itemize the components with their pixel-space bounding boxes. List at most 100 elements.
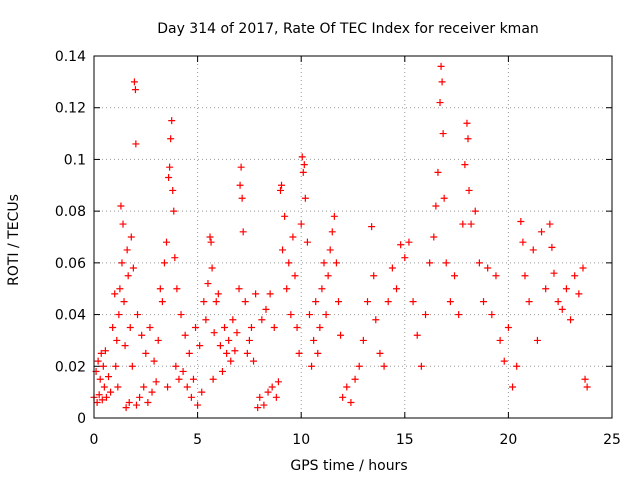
data-point <box>160 259 168 267</box>
data-point <box>241 298 249 306</box>
data-point <box>129 264 137 272</box>
data-point <box>308 362 316 370</box>
data-point <box>459 220 467 228</box>
data-point <box>529 246 537 254</box>
data-point <box>250 357 258 365</box>
data-point <box>295 349 303 357</box>
data-point <box>409 298 417 306</box>
data-point <box>111 290 119 298</box>
data-point <box>185 349 193 357</box>
data-point <box>525 298 533 306</box>
data-point <box>173 285 181 293</box>
data-point <box>196 342 204 350</box>
data-point <box>405 238 413 246</box>
data-point <box>132 140 140 148</box>
data-point <box>298 153 306 161</box>
data-point <box>558 305 566 313</box>
data-point <box>243 349 251 357</box>
data-point <box>165 174 173 182</box>
data-point <box>262 305 270 313</box>
data-point <box>238 194 246 202</box>
data-point <box>575 290 583 298</box>
data-point <box>154 336 162 344</box>
data-point <box>521 272 529 280</box>
data-point <box>112 362 120 370</box>
data-point <box>144 398 152 406</box>
data-point <box>231 347 239 355</box>
data-point <box>287 311 295 319</box>
data-point <box>138 331 146 339</box>
data-point <box>122 404 130 412</box>
data-point <box>461 161 469 169</box>
data-point <box>192 324 200 331</box>
data-point <box>237 163 245 171</box>
data-point <box>509 383 517 391</box>
data-point <box>136 393 144 401</box>
data-point <box>359 336 367 344</box>
data-point <box>542 285 550 293</box>
data-point <box>488 311 496 319</box>
y-tick-label: 0.12 <box>55 101 86 117</box>
data-point <box>370 272 378 280</box>
data-point <box>484 264 492 272</box>
data-point <box>109 324 117 331</box>
data-point <box>550 269 558 277</box>
data-point <box>163 238 171 246</box>
y-tick-label: 0.02 <box>55 359 86 375</box>
y-tick-label: 0.08 <box>55 204 86 220</box>
data-point <box>322 311 330 319</box>
data-point <box>517 217 525 225</box>
data-point <box>207 238 215 246</box>
data-point <box>446 298 454 306</box>
data-point <box>504 324 512 331</box>
data-point <box>579 264 587 272</box>
data-point <box>214 290 222 298</box>
data-point <box>438 78 446 86</box>
data-point <box>548 243 556 251</box>
data-point <box>436 99 444 107</box>
data-point <box>314 349 322 357</box>
data-point <box>98 396 106 404</box>
data-point <box>351 375 359 383</box>
data-point <box>171 254 179 262</box>
data-point <box>320 259 328 267</box>
data-point <box>166 163 174 171</box>
data-point <box>328 228 336 236</box>
data-point <box>465 186 473 194</box>
data-point <box>397 241 405 249</box>
x-tick-label: 0 <box>90 432 99 448</box>
data-point <box>118 259 126 267</box>
data-point <box>291 272 299 280</box>
x-tick-label: 15 <box>396 432 414 448</box>
data-point <box>236 181 244 189</box>
data-point <box>235 285 243 293</box>
data-point <box>451 272 459 280</box>
data-point <box>305 311 313 319</box>
grid-lines <box>94 56 612 418</box>
data-point <box>208 264 216 272</box>
data-point <box>218 367 226 375</box>
data-point <box>401 254 409 262</box>
data-point <box>223 349 231 357</box>
y-tick-label: 0.04 <box>55 308 86 324</box>
data-point <box>583 383 591 391</box>
data-point <box>283 285 291 293</box>
data-point <box>300 161 308 169</box>
data-point <box>355 362 363 370</box>
data-point <box>127 233 135 241</box>
data-point <box>156 285 164 293</box>
x-tick-label: 5 <box>193 432 202 448</box>
data-point <box>301 194 309 202</box>
data-point <box>194 401 202 409</box>
data-point <box>134 311 142 319</box>
data-point <box>455 311 463 319</box>
data-point <box>221 324 229 331</box>
data-point <box>150 357 158 365</box>
data-point <box>200 298 208 306</box>
data-point <box>126 324 134 331</box>
axis-ticks: 0 0.02 0.04 0.06 0.08 0.1 0.12 0.14 0 5 10 15 20 25 <box>55 49 621 448</box>
data-point <box>209 375 217 383</box>
data-point <box>170 207 178 215</box>
data-point <box>94 357 102 365</box>
